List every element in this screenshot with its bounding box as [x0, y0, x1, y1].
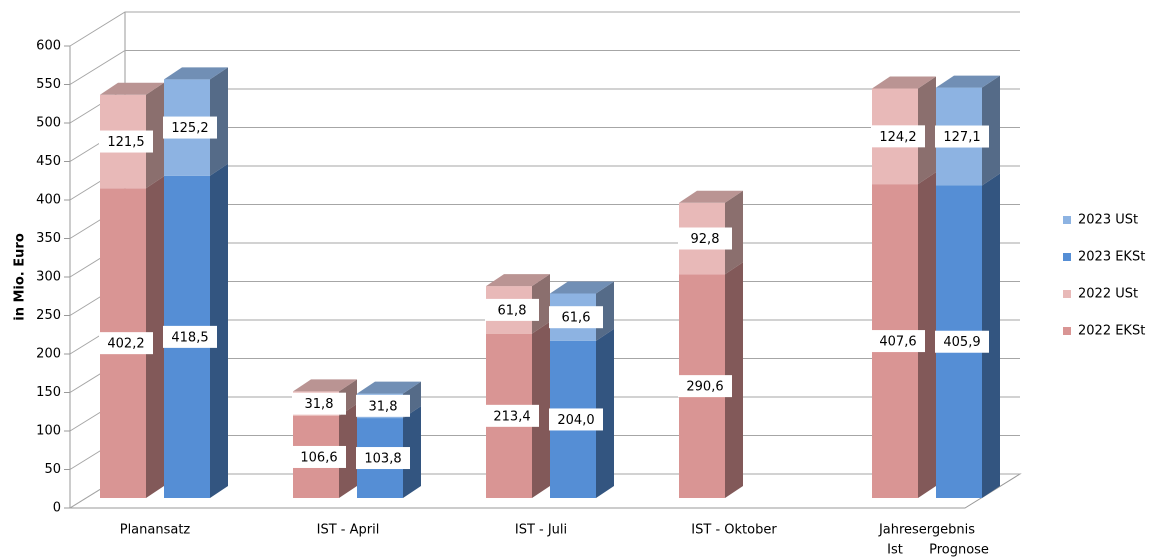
bar-side — [146, 176, 164, 498]
value-label-box — [935, 330, 989, 353]
y-axis-label: in Mio. Euro — [13, 233, 28, 321]
value-label: 31,8 — [369, 399, 398, 414]
legend-swatch — [1063, 290, 1071, 298]
value-label: 124,2 — [879, 130, 916, 145]
y-tick-label: 400 — [36, 193, 61, 208]
y-tick-label: 600 — [36, 39, 61, 54]
legend-label: 2022 EKSt — [1078, 324, 1145, 339]
value-label: 61,8 — [498, 303, 527, 318]
bar-side — [532, 321, 550, 498]
value-label-box — [678, 375, 732, 398]
value-label: 121,5 — [107, 135, 144, 150]
bar-side — [982, 75, 1000, 186]
value-label-box — [871, 330, 925, 353]
legend-swatch — [1063, 327, 1071, 335]
x-sub-label: Ist — [887, 543, 903, 558]
bar-side — [403, 406, 421, 498]
value-label-box — [292, 392, 346, 415]
y-tick-label: 0 — [53, 501, 61, 516]
value-label: 127,1 — [943, 130, 980, 145]
y-tick-label: 200 — [36, 347, 61, 362]
value-label: 31,8 — [305, 397, 334, 412]
value-label-box — [356, 447, 410, 470]
value-label: 418,5 — [171, 330, 208, 345]
value-label: 204,0 — [557, 413, 594, 428]
value-label: 407,6 — [879, 335, 916, 350]
legend-label: 2023 EKSt — [1078, 250, 1145, 265]
legend-label: 2022 USt — [1078, 287, 1138, 302]
bar-top — [486, 274, 550, 287]
value-label-box — [99, 130, 153, 153]
y-tick-label: 100 — [36, 424, 61, 439]
bar-top — [550, 281, 614, 294]
value-label: 106,6 — [300, 450, 337, 465]
y-tick-label: 300 — [36, 270, 61, 285]
value-label: 402,2 — [107, 337, 144, 352]
x-tick-label: IST - Oktober — [691, 523, 777, 538]
y-tick-label: 450 — [36, 154, 61, 169]
bar-side — [725, 262, 743, 498]
value-label: 405,9 — [943, 335, 980, 350]
value-label-box — [292, 445, 346, 468]
bar-side — [918, 76, 936, 185]
legend-label: 2023 USt — [1078, 213, 1138, 228]
value-label-box — [163, 116, 217, 139]
value-label-box — [549, 306, 603, 329]
value-label-box — [163, 325, 217, 348]
x-tick-label: Jahresergebnis — [878, 523, 975, 538]
value-label-box — [871, 125, 925, 148]
bar-side — [146, 82, 164, 189]
x-tick-label: IST - April — [317, 523, 380, 538]
grid-line — [69, 11, 1020, 47]
bar-side — [596, 328, 614, 498]
bar-top — [872, 76, 936, 89]
y-tick-label: 350 — [36, 231, 61, 246]
y-tick-label: 550 — [36, 77, 61, 92]
value-label-box — [99, 332, 153, 355]
value-label: 61,6 — [562, 311, 591, 326]
value-label: 103,8 — [364, 452, 401, 467]
value-label: 125,2 — [171, 121, 208, 136]
bar-side — [339, 403, 357, 498]
value-label-box — [678, 227, 732, 250]
bar-top — [293, 379, 357, 392]
y-tick-label: 250 — [36, 308, 61, 323]
value-label-box — [485, 404, 539, 427]
x-tick-label: Planansatz — [120, 523, 191, 538]
x-tick-label: IST - Juli — [515, 523, 567, 538]
y-tick-label: 50 — [44, 462, 61, 477]
bar-side — [982, 173, 1000, 498]
value-label-box — [356, 394, 410, 417]
bar-side — [210, 67, 228, 176]
bar-side — [725, 190, 743, 275]
bar-top — [679, 190, 743, 203]
y-tick-label: 500 — [36, 116, 61, 131]
bar-side — [918, 172, 936, 498]
bar-top — [936, 75, 1000, 88]
legend-swatch — [1063, 216, 1071, 224]
bar-side — [210, 163, 228, 498]
value-label: 213,4 — [493, 409, 530, 424]
bar-top — [164, 67, 228, 80]
bar-top — [100, 82, 164, 95]
x-sub-label: Prognose — [929, 543, 989, 558]
value-label-box — [485, 298, 539, 321]
value-label: 92,8 — [691, 232, 720, 247]
grid-line — [69, 50, 1020, 85]
bar-top — [357, 381, 421, 394]
value-label-box — [935, 125, 989, 148]
value-label: 290,6 — [686, 380, 723, 395]
y-tick-label: 150 — [36, 385, 61, 400]
value-label-box — [549, 408, 603, 431]
legend-swatch — [1063, 253, 1071, 261]
